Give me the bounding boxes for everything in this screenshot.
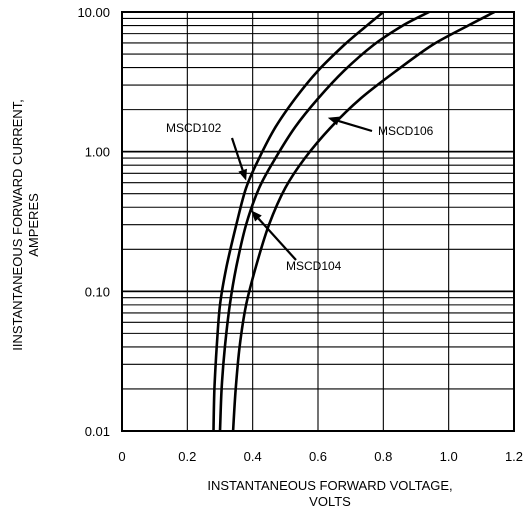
x-tick-label: 0.4 xyxy=(244,449,262,464)
x-tick-label: 0 xyxy=(118,449,125,464)
y-axis-title-line2: AMPERES xyxy=(26,193,41,257)
annotation-arrows xyxy=(230,116,373,261)
annotation-arrow-line xyxy=(257,217,297,261)
series-line-mscd102 xyxy=(212,11,385,432)
y-tick-label: 0.01 xyxy=(85,424,110,439)
x-tick-label: 1.2 xyxy=(505,449,523,464)
annotation-label-mscd104: MSCD104 xyxy=(286,259,342,273)
annotation-arrow-head xyxy=(238,168,247,181)
annotation-labels: MSCD102 MSCD104 MSCD106 xyxy=(166,121,434,273)
annotation-arrow-head xyxy=(327,116,340,126)
x-tick-label: 1.0 xyxy=(440,449,458,464)
x-tick-label: 0.8 xyxy=(374,449,392,464)
series-line-mscd106 xyxy=(231,10,496,432)
series-curves xyxy=(212,10,496,432)
x-axis-title-line2: VOLTS xyxy=(309,494,351,509)
y-tick-label: 10.00 xyxy=(77,5,110,20)
x-axis-title-line1: INSTANTANEOUS FORWARD VOLTAGE, xyxy=(207,478,452,493)
y-axis-title-line1: IINSTANTANEOUS FORWARD CURRENT, xyxy=(10,99,25,351)
x-tick-label: 0.6 xyxy=(309,449,327,464)
x-tick-label: 0.2 xyxy=(178,449,196,464)
plot-frame xyxy=(121,11,515,432)
series-line-mscd104 xyxy=(218,10,430,432)
grid-lines xyxy=(121,11,515,432)
annotation-label-mscd102: MSCD102 xyxy=(166,121,222,135)
annotation-label-mscd106: MSCD106 xyxy=(378,124,434,138)
annotation-arrow-head xyxy=(251,210,262,222)
y-tick-label: 0.10 xyxy=(85,284,110,299)
annotation-arrow-line xyxy=(338,119,373,133)
x-tick-labels: 0 0.2 0.4 0.6 0.8 1.0 1.2 xyxy=(118,449,523,464)
annotation-arrow-line xyxy=(230,137,244,171)
y-tick-labels: 0.01 0.10 1.00 10.00 xyxy=(77,5,110,439)
y-tick-label: 1.00 xyxy=(85,145,110,160)
